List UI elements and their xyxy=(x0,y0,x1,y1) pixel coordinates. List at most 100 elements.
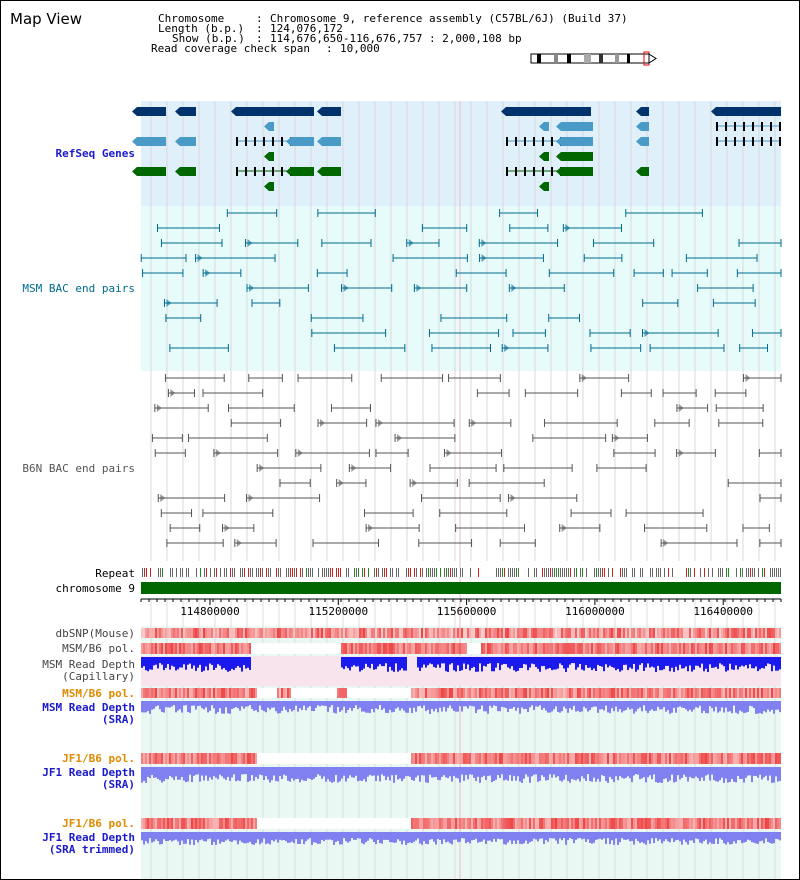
depth-bar xyxy=(417,767,419,776)
heat-cell xyxy=(699,643,701,654)
heat-cell xyxy=(577,688,579,698)
heat-cell xyxy=(601,643,603,654)
heat-cell xyxy=(149,688,151,698)
depth-bar xyxy=(663,657,665,670)
depth-bar xyxy=(165,767,167,779)
heat-cell xyxy=(643,688,645,698)
depth-bar xyxy=(247,767,249,782)
depth-bar xyxy=(729,701,731,712)
heat-cell xyxy=(437,818,439,829)
depth-bar xyxy=(161,657,163,665)
depth-bar xyxy=(681,767,683,778)
depth-bar xyxy=(345,657,347,667)
heat-cell xyxy=(193,753,195,764)
heat-cell xyxy=(523,688,525,698)
depth-bar xyxy=(643,767,645,778)
depth-bar xyxy=(389,767,391,781)
depth-bar xyxy=(419,701,421,706)
b6n-bac-track[interactable] xyxy=(151,374,782,547)
heat-cell xyxy=(667,688,669,698)
depth-bar xyxy=(567,657,569,668)
depth-bar xyxy=(357,701,359,710)
depth-bar xyxy=(419,767,421,782)
depth-bar xyxy=(351,832,353,839)
depth-bar xyxy=(585,657,587,666)
depth-bar xyxy=(771,832,773,844)
heat-cell xyxy=(555,628,557,638)
heat-cell xyxy=(759,753,761,764)
heat-cell xyxy=(751,628,753,638)
msm-bac-track[interactable] xyxy=(140,209,782,352)
heat-cell xyxy=(683,643,685,654)
depth-bar xyxy=(735,832,737,844)
depth-bar xyxy=(457,832,459,843)
repeat-element xyxy=(196,568,197,577)
depth-bar xyxy=(417,832,419,839)
depth-bar xyxy=(677,832,679,840)
ruler-tick-label: 116400000 xyxy=(693,605,753,618)
heat-cell xyxy=(241,628,243,638)
depth-bar xyxy=(521,832,523,845)
depth-bar xyxy=(559,767,561,781)
depth-bar xyxy=(175,657,177,671)
depth-bar xyxy=(693,657,695,670)
heat-cell xyxy=(445,753,447,764)
heat-cell xyxy=(639,753,641,764)
heat-cell xyxy=(417,688,419,698)
depth-bar xyxy=(219,701,221,709)
heat-cell xyxy=(351,643,353,654)
heat-cell xyxy=(365,643,367,654)
heat-cell xyxy=(769,643,771,654)
depth-bar xyxy=(485,701,487,712)
heat-cell xyxy=(421,628,423,638)
chromosome-bar[interactable] xyxy=(141,582,781,594)
depth-bar xyxy=(151,767,153,775)
heat-cell xyxy=(645,643,647,654)
depth-bar xyxy=(715,701,717,707)
heat-cell xyxy=(253,753,255,764)
heat-cell xyxy=(653,688,655,698)
heat-cell xyxy=(677,753,679,764)
depth-bar xyxy=(229,701,231,714)
depth-bar xyxy=(755,832,757,844)
depth-bar xyxy=(613,832,615,845)
heat-cell xyxy=(559,688,561,698)
depth-bar xyxy=(433,657,435,667)
depth-bar xyxy=(421,657,423,668)
depth-bar xyxy=(551,832,553,839)
heat-cell xyxy=(507,643,509,654)
gene-block xyxy=(291,137,314,146)
heat-cell xyxy=(149,753,151,764)
heat-cell xyxy=(341,688,343,698)
heat-cell xyxy=(189,818,191,829)
depth-bar xyxy=(337,767,339,783)
heat-cell xyxy=(755,753,757,764)
chromosome-ideogram[interactable] xyxy=(530,51,657,66)
depth-bar xyxy=(741,701,743,712)
heat-cell xyxy=(199,628,201,638)
repeat-element xyxy=(562,568,563,577)
heat-cell xyxy=(567,688,569,698)
depth-bar xyxy=(413,832,415,842)
heat-cell xyxy=(477,753,479,764)
depth-bar xyxy=(635,701,637,712)
depth-bar xyxy=(683,767,685,775)
heat-cell xyxy=(595,818,597,829)
depth-bar xyxy=(455,657,457,672)
heat-cell xyxy=(539,818,541,829)
gene-exon xyxy=(515,137,517,146)
refseq-genes-track[interactable] xyxy=(132,107,781,191)
depth-bar xyxy=(765,832,767,839)
heat-cell xyxy=(767,818,769,829)
depth-bar xyxy=(701,701,703,714)
depth-bar xyxy=(591,832,593,844)
heat-cell xyxy=(621,688,623,698)
heat-cell xyxy=(153,643,155,654)
depth-bar xyxy=(429,701,431,714)
heat-cell xyxy=(177,643,179,654)
depth-bar xyxy=(199,767,201,782)
heat-cell xyxy=(211,818,213,829)
depth-bar xyxy=(451,657,453,664)
heat-cell xyxy=(745,818,747,829)
